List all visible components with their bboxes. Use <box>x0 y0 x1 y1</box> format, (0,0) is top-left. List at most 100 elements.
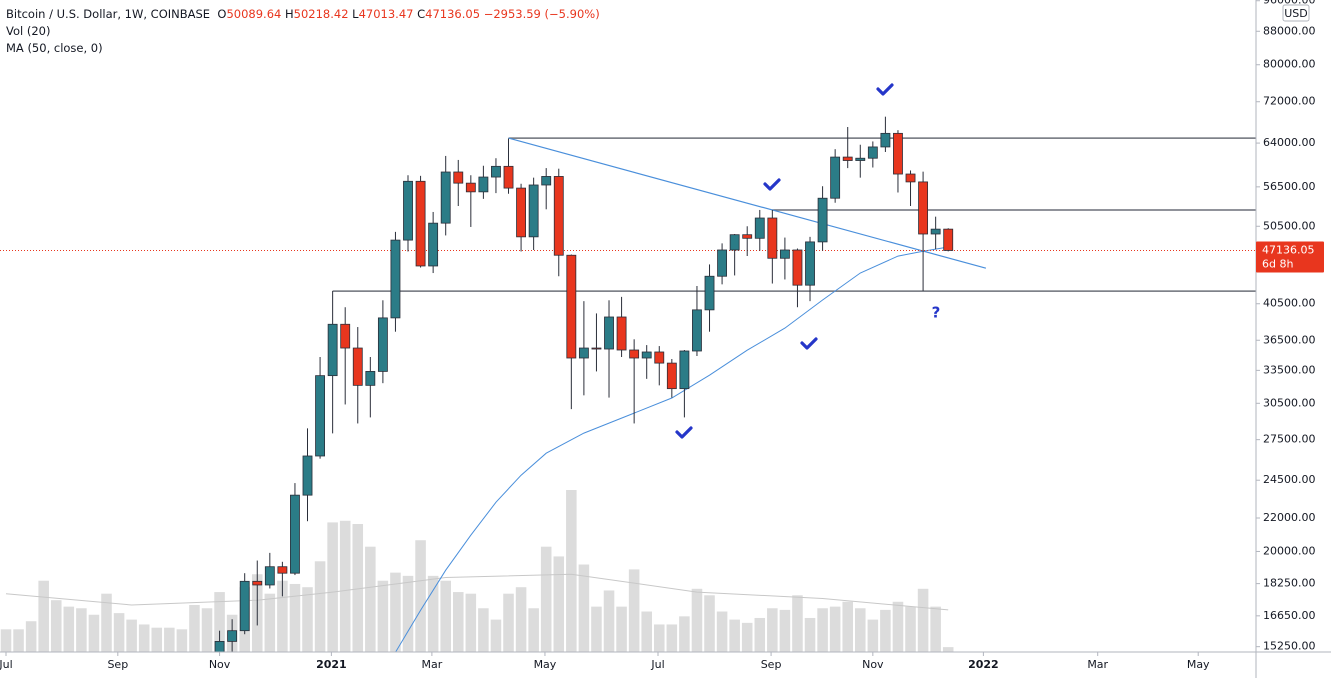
volume-layer <box>0 490 954 652</box>
x-tick-label: 2021 <box>316 658 347 671</box>
candle-body <box>616 316 627 351</box>
candle-body <box>428 222 439 267</box>
candle-body <box>779 249 790 259</box>
y-tick-label: 30500.00 <box>1263 396 1316 409</box>
candle-body <box>666 362 677 390</box>
check-mark <box>763 178 781 191</box>
indicator: MA (50, close, 0) <box>6 41 103 55</box>
y-tick-label: 72000.00 <box>1263 95 1316 108</box>
volume-bar <box>880 609 891 652</box>
candle-body <box>930 228 941 235</box>
check-mark <box>675 426 693 439</box>
volume-bar <box>729 619 740 652</box>
volume-bar <box>189 605 200 652</box>
volume-bar <box>289 583 301 652</box>
volume-bar <box>0 629 12 652</box>
y-tick-label: 40500.00 <box>1263 297 1316 310</box>
volume-bar <box>138 624 150 652</box>
countdown: 6d 8h <box>1262 257 1293 270</box>
candle-body <box>754 217 765 239</box>
x-tick-label: Mar <box>1087 658 1108 671</box>
candle-body <box>553 176 564 256</box>
volume-bar <box>440 580 451 652</box>
candle-body <box>692 309 702 352</box>
candle-body <box>415 180 426 267</box>
volume-bar <box>553 556 565 652</box>
volume-bar <box>930 606 941 652</box>
candle-body <box>365 371 376 386</box>
volume-bar <box>302 587 313 652</box>
volume-bar <box>691 588 703 652</box>
volume-bar <box>628 569 640 652</box>
volume-bar <box>503 593 514 652</box>
candle-body <box>302 455 313 496</box>
candle-body <box>867 146 878 159</box>
candle-body <box>943 228 954 251</box>
candle-body <box>315 375 325 457</box>
candle-body <box>767 217 778 259</box>
candle-body <box>377 317 388 372</box>
candle-body <box>591 347 602 350</box>
drawing-layer <box>0 137 1256 652</box>
candle-body <box>641 351 652 359</box>
volume-bar <box>352 524 364 652</box>
price-label: 47136.05 <box>1262 243 1315 256</box>
candle-body <box>516 187 527 238</box>
y-tick-label: 80000.00 <box>1263 58 1316 71</box>
volume-bar <box>339 520 351 652</box>
volume-bar <box>427 575 439 652</box>
candle-body <box>918 181 929 235</box>
volume-bar <box>164 627 175 652</box>
volume-bar <box>402 575 414 652</box>
candle-body <box>830 156 841 199</box>
candle-body <box>679 350 690 390</box>
candle-body <box>227 630 238 642</box>
candle-body <box>252 580 263 586</box>
volume-bar <box>25 621 37 652</box>
volume-bar <box>452 592 464 652</box>
volume-bar <box>214 592 225 652</box>
volume-bar <box>829 606 841 652</box>
volume-bar <box>905 606 916 652</box>
candle-body <box>465 182 476 193</box>
ohlc-prefix: C <box>417 7 426 21</box>
annotations <box>675 83 894 439</box>
candle-body <box>277 566 288 574</box>
volume-bar <box>779 609 791 652</box>
volume-bar <box>842 601 853 652</box>
volume-bar <box>767 608 778 652</box>
volume-bar <box>277 580 288 652</box>
volume-bar <box>264 593 276 652</box>
ohlc-value: 50218.42 <box>293 7 349 21</box>
candle-body <box>478 176 489 193</box>
check-mark <box>876 83 894 96</box>
volume-bar <box>465 593 477 652</box>
y-tick-label: 64000.00 <box>1263 136 1316 149</box>
volume-bar <box>892 601 904 652</box>
ohlc-prefix: H <box>284 7 294 21</box>
volume-bar <box>365 546 376 652</box>
volume-bar <box>377 580 389 652</box>
volume-bar <box>653 624 665 652</box>
symbol: Bitcoin / U.S. Dollar, 1W, COINBASE <box>6 7 211 21</box>
candle-body <box>629 349 640 359</box>
ohlc-value: 47136.05 <box>425 7 481 21</box>
ohlc-prefix: L <box>352 7 359 21</box>
candle-body <box>905 173 916 183</box>
candle-body <box>352 347 363 386</box>
candle-body <box>842 156 853 161</box>
volume-bar <box>113 613 125 652</box>
annotation: ? <box>932 304 941 322</box>
volume-bar <box>942 647 954 652</box>
volume-bar <box>515 587 527 652</box>
candle-body <box>578 347 589 359</box>
candle-body <box>239 580 250 632</box>
volume-bar <box>13 629 24 652</box>
volume-bar <box>566 490 577 652</box>
volume-bar <box>390 572 401 652</box>
ohlc-value: 50089.64 <box>226 7 282 21</box>
y-tick-label: 50500.00 <box>1263 219 1316 232</box>
candle-body <box>491 165 501 178</box>
candle-body <box>340 323 351 349</box>
